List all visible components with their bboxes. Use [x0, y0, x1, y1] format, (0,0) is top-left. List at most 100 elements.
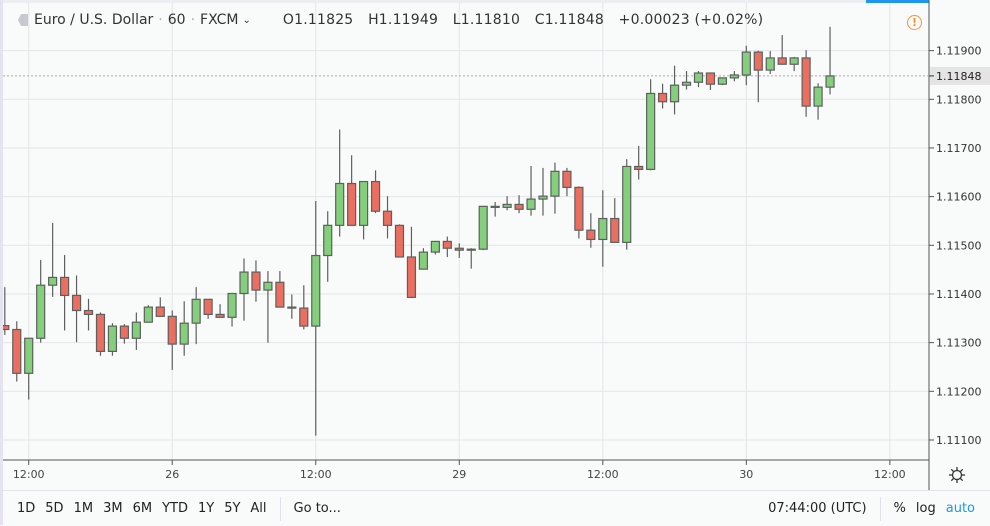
candle-up	[36, 259, 46, 343]
range-1d[interactable]: 1D	[17, 501, 36, 516]
change-value: +0.00023 (+0.02%)	[618, 12, 764, 28]
candle-up	[48, 222, 58, 297]
candle-up	[526, 165, 536, 216]
candle-down	[299, 285, 309, 330]
divider	[279, 496, 281, 521]
candle-body	[347, 182, 357, 226]
range-ytd[interactable]: YTD	[162, 501, 188, 516]
candle-body	[777, 57, 787, 65]
candle-body	[311, 254, 321, 327]
candle-down	[347, 155, 357, 226]
bottom-toolbar: 1D 5D 1M 3M 6M YTD 1Y 5Y All Go to... 07…	[0, 490, 990, 526]
exchange[interactable]: FXCM	[200, 12, 239, 28]
candle-body	[681, 81, 692, 86]
candle-body	[717, 77, 728, 85]
candle-body	[406, 256, 417, 298]
candle-body	[155, 306, 165, 317]
candle-body	[179, 322, 189, 345]
candle-down	[215, 304, 225, 318]
chevron-down-icon[interactable]: ⌄	[242, 14, 251, 26]
candle-down	[514, 195, 524, 214]
candle-down	[394, 224, 405, 258]
candle-body	[263, 281, 273, 291]
candle-up	[669, 65, 680, 115]
candle-down	[777, 35, 787, 65]
log-toggle[interactable]: log	[915, 501, 936, 516]
time-tick-label: 12:00	[13, 468, 45, 481]
range-5d[interactable]: 5D	[45, 501, 64, 516]
candle-body	[131, 321, 141, 339]
interval[interactable]: 60	[167, 12, 186, 28]
price-tick-label: 1.11300	[936, 337, 982, 350]
range-1y[interactable]: 1Y	[197, 501, 215, 516]
candle-down	[12, 321, 22, 382]
auto-toggle[interactable]: auto	[945, 501, 975, 516]
candle-down	[454, 243, 464, 258]
candle-body	[83, 309, 94, 316]
range-6m[interactable]: 6M	[132, 501, 153, 516]
candle-down	[610, 198, 620, 243]
candle-body	[514, 203, 524, 210]
candle-down	[442, 236, 452, 257]
utc-clock[interactable]: 07:44:00 (UTC)	[768, 501, 867, 516]
candle-body	[442, 240, 452, 249]
low-value: L1.11810	[452, 12, 521, 28]
candle-down	[753, 50, 763, 103]
candle-up	[263, 271, 273, 343]
candle-up	[502, 196, 512, 211]
candle-up	[430, 240, 440, 255]
candle-body	[657, 92, 668, 103]
goto-button[interactable]: Go to...	[293, 501, 341, 516]
candle-up	[24, 337, 34, 400]
candle-up	[729, 71, 739, 82]
candle-body	[36, 284, 46, 339]
candle-up	[717, 77, 728, 86]
settings-gear-icon[interactable]	[948, 466, 966, 484]
collapse-legend-icon[interactable]	[18, 14, 28, 26]
range-1m[interactable]: 1M	[73, 501, 94, 516]
candle-down	[95, 312, 106, 356]
time-tick-label: 26	[165, 468, 179, 481]
last-price-label: 1.11848	[936, 70, 982, 83]
time-tick-label: 29	[452, 468, 466, 481]
candlestick-chart[interactable]: 1.11100 1.11200 1.11300 1.11400 1.11500 1.116…	[0, 0, 990, 490]
candle-body	[466, 248, 476, 251]
candle-body	[705, 72, 716, 85]
candle-body	[646, 92, 656, 170]
ohlc-values: O1.11825 H1.11949 L1.11810 C1.11848 +0.0…	[283, 12, 773, 28]
symbol-name[interactable]: Euro / U.S. Dollar	[34, 12, 154, 28]
price-tick-label: 1.11600	[936, 191, 982, 204]
candle-body	[418, 251, 428, 270]
range-all[interactable]: All	[250, 501, 267, 516]
percent-toggle[interactable]: %	[893, 501, 906, 516]
range-3m[interactable]: 3M	[103, 501, 123, 516]
last-price-badge	[930, 66, 990, 85]
candle-down	[657, 83, 668, 109]
warning-icon[interactable]: !	[907, 15, 922, 30]
candle-body	[693, 72, 704, 83]
series-legend[interactable]: Euro / U.S. Dollar · 60 · FXCM ⌄ O1.1182…	[18, 12, 773, 28]
candle-body	[143, 306, 153, 323]
candle-body	[622, 165, 632, 243]
candle-body	[227, 292, 237, 318]
open-value: O1.11825	[282, 12, 354, 28]
price-tick-label: 1.11200	[936, 385, 982, 398]
candle-down	[406, 226, 417, 298]
candle-up	[131, 312, 141, 350]
price-tick-label: 1.11800	[936, 93, 982, 106]
candle-up	[622, 159, 632, 250]
candle-down	[167, 310, 177, 370]
candle-down	[119, 324, 130, 344]
candle-down	[801, 50, 811, 117]
candle-down	[287, 294, 297, 319]
time-tick-label: 30	[739, 468, 753, 481]
candle-body	[323, 224, 333, 257]
candle-body	[598, 217, 608, 241]
candle-up	[359, 180, 369, 240]
candle-down	[562, 167, 572, 197]
range-5y[interactable]: 5Y	[224, 501, 241, 516]
candle-body	[275, 281, 285, 308]
candle-down	[59, 255, 70, 331]
candle-up	[418, 248, 428, 270]
candle-up	[143, 305, 153, 323]
